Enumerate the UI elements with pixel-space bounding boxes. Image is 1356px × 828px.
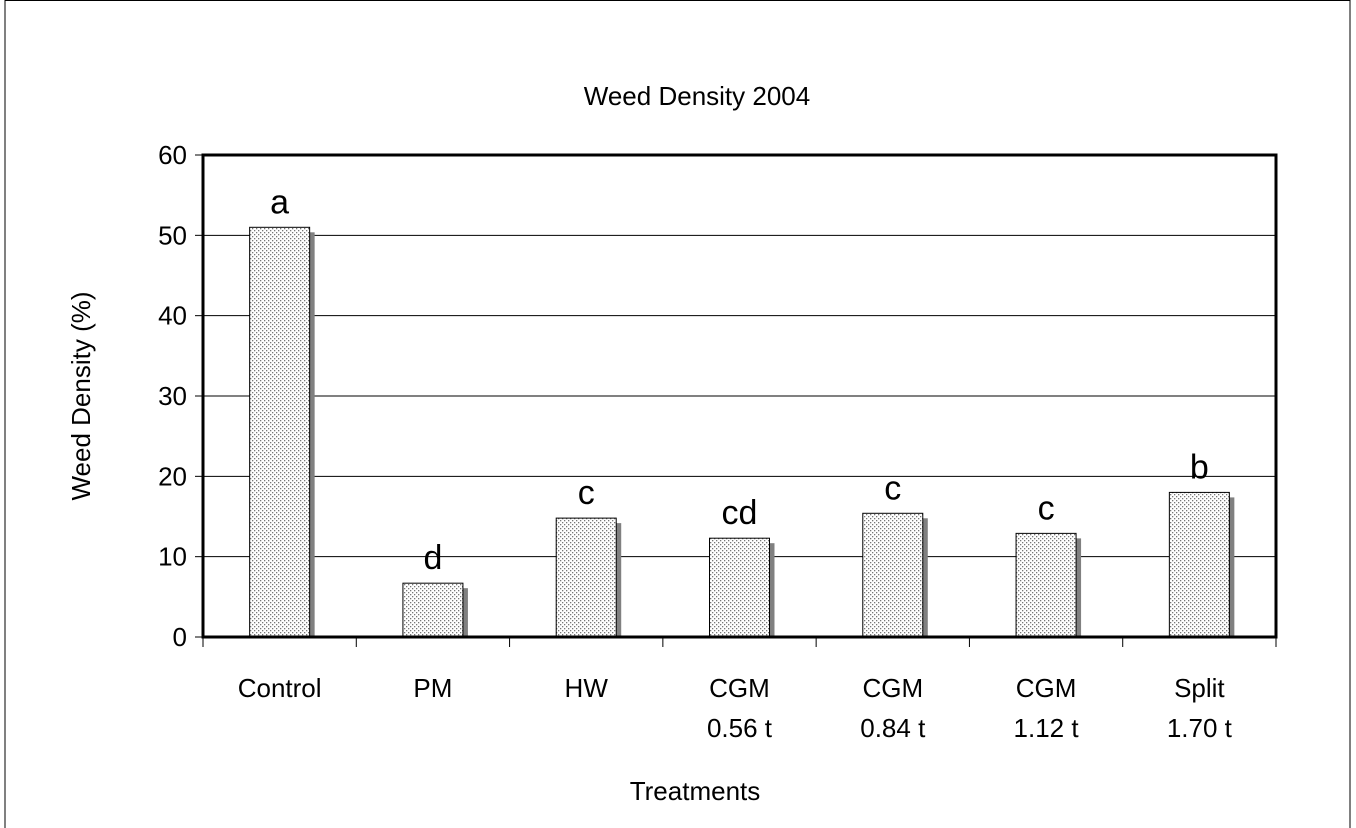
annotation: c bbox=[578, 474, 595, 512]
bar bbox=[862, 512, 924, 638]
x-tick-label-line: Control bbox=[238, 673, 322, 703]
annotation: c bbox=[884, 469, 901, 507]
annotation: d bbox=[423, 539, 442, 577]
plot-border bbox=[201, 153, 1278, 639]
x-tick-label-line: HW bbox=[565, 673, 609, 703]
y-tick-label: 20 bbox=[158, 461, 187, 491]
x-tick-label-line: CGM bbox=[862, 673, 923, 703]
x-tick-label-line: 0.84 t bbox=[860, 713, 926, 743]
bar bbox=[402, 582, 464, 638]
x-tick-label: PM bbox=[413, 673, 452, 703]
bar bbox=[1015, 532, 1077, 638]
bar bbox=[709, 537, 770, 638]
y-tick-label: 50 bbox=[158, 220, 187, 250]
x-tick-label: Split 1.70 t bbox=[1167, 673, 1233, 743]
x-tick-label: Control bbox=[238, 673, 322, 703]
x-tick-label-line: Split bbox=[1174, 673, 1225, 703]
y-axis-label: Weed Density (%) bbox=[66, 291, 96, 500]
x-tick-label: CGM 1.12 t bbox=[1014, 673, 1080, 743]
x-tick-label-line: 1.70 t bbox=[1167, 713, 1233, 743]
y-tick-label: 0 bbox=[173, 622, 187, 652]
chart-title: Weed Density 2004 bbox=[584, 81, 810, 111]
x-tick-label-line: CGM bbox=[1016, 673, 1077, 703]
y-tick-label: 30 bbox=[158, 381, 187, 411]
x-tick-label-line: CGM bbox=[709, 673, 770, 703]
x-tick-label-line: PM bbox=[413, 673, 452, 703]
y-tick-label: 60 bbox=[158, 140, 187, 170]
y-tick-label: 40 bbox=[158, 301, 187, 331]
x-tick-label-line: 0.56 t bbox=[707, 713, 773, 743]
annotation: c bbox=[1038, 489, 1055, 527]
y-tick-label: 10 bbox=[158, 542, 187, 572]
x-tick-label-line: 1.12 t bbox=[1014, 713, 1080, 743]
bar bbox=[249, 226, 311, 638]
annotation: a bbox=[270, 183, 289, 221]
x-tick-label: CGM 0.84 t bbox=[860, 673, 926, 743]
bar bbox=[1168, 491, 1230, 638]
x-axis-label: Treatments bbox=[630, 776, 761, 806]
annotation: b bbox=[1190, 448, 1209, 486]
frame bbox=[4, 0, 1351, 828]
annotation: cd bbox=[722, 494, 758, 532]
x-tick-label: HW bbox=[565, 673, 609, 703]
bar bbox=[555, 517, 617, 638]
x-tick-label: CGM 0.56 t bbox=[707, 673, 773, 743]
